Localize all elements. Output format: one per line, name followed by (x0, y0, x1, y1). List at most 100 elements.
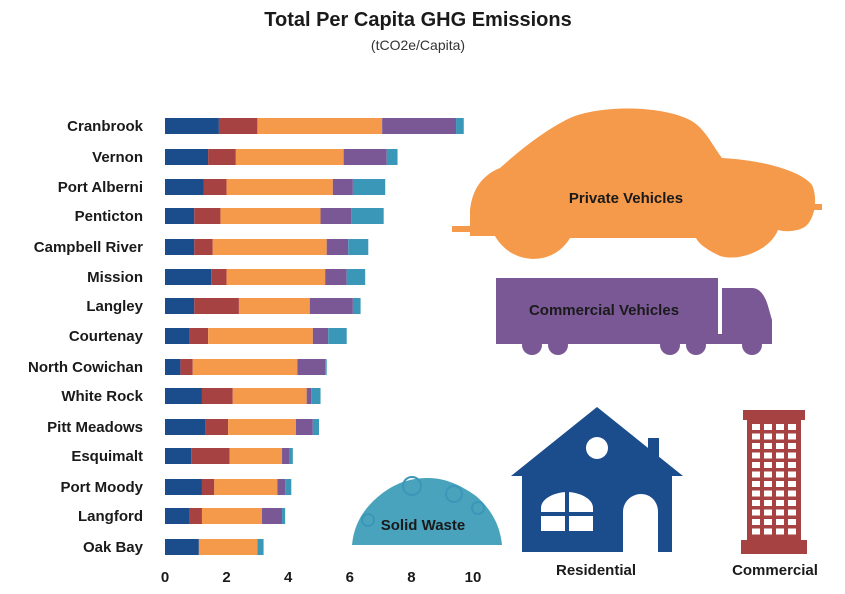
building-window (752, 452, 760, 459)
building-window (788, 424, 796, 430)
bar-segment (208, 328, 313, 344)
bar-segment (165, 208, 195, 224)
bar-segment (325, 359, 327, 375)
bar-segment (165, 539, 199, 555)
bar-segment (352, 298, 361, 314)
building-window (776, 462, 784, 468)
bar-segment (165, 359, 181, 375)
building-window (764, 528, 772, 535)
building-window (764, 519, 772, 525)
bar-segment (312, 328, 329, 344)
bar-segment (180, 359, 193, 375)
house-icon: Residential (511, 407, 683, 579)
bar-segment (165, 448, 192, 464)
building-window (788, 490, 796, 497)
category-label: Cranbrook (67, 118, 144, 135)
category-label: Mission (87, 269, 143, 286)
x-tick-label: 0 (161, 569, 169, 586)
bar-segment (208, 149, 236, 165)
building-window (776, 519, 784, 525)
building-window (788, 443, 796, 449)
building-window (752, 424, 760, 430)
building-window (764, 500, 772, 506)
category-label: Campbell River (34, 239, 143, 256)
category-label: Courtenay (69, 328, 144, 345)
bar-segment (194, 298, 239, 314)
bar-segment (311, 388, 321, 404)
bar-segment (257, 539, 264, 555)
x-tick-label: 2 (222, 569, 230, 586)
bar-segment (212, 239, 327, 255)
bar-segment (309, 298, 353, 314)
bar-segment (198, 539, 258, 555)
building-window (788, 433, 796, 440)
bar-segment (191, 448, 230, 464)
bar-segment (165, 298, 195, 314)
category-label: North Cowichan (28, 359, 143, 376)
building-window (752, 500, 760, 506)
bar-segment (320, 208, 352, 224)
bar-segment (343, 149, 387, 165)
category-label: Vernon (92, 149, 143, 166)
commercial-label: Commercial (732, 562, 818, 579)
building-window (764, 424, 772, 430)
building-window (788, 509, 796, 516)
residential-label: Residential (556, 562, 636, 579)
bar-segment (220, 208, 321, 224)
bar-segment (165, 419, 206, 435)
category-label: Port Moody (61, 479, 144, 496)
bar-segment (165, 328, 190, 344)
office-building-icon: Commercial (732, 410, 818, 579)
bar-segment (203, 179, 227, 195)
bar-segment (189, 508, 202, 524)
bar-segment (235, 149, 344, 165)
bar-segment (285, 479, 292, 495)
x-axis-ticks: 0 2 4 6 8 10 (161, 569, 482, 586)
building-window (776, 424, 784, 430)
bar-segment (232, 388, 307, 404)
bar-segment (201, 479, 215, 495)
building-window (752, 481, 760, 487)
bar-segment (262, 508, 283, 524)
bar-segment (201, 508, 263, 524)
building-window (776, 490, 784, 497)
commercial-vehicles-label: Commercial Vehicles (529, 302, 679, 319)
car-icon: Private Vehicles (452, 108, 822, 259)
bar-segment (328, 328, 347, 344)
category-labels: Cranbrook Vernon Port Alberni Penticton Camp… (28, 118, 144, 556)
bar-segment (325, 269, 347, 285)
bar-segment (201, 388, 233, 404)
building-window (752, 462, 760, 468)
building-window (764, 443, 772, 449)
bar-segment (165, 239, 195, 255)
category-label: Penticton (75, 208, 143, 225)
building-window (764, 509, 772, 516)
category-label: Oak Bay (83, 539, 144, 556)
bar-segment (306, 388, 312, 404)
bar-segment (289, 448, 293, 464)
bar-segment (211, 269, 227, 285)
bar-segment (229, 448, 283, 464)
bar-segment (165, 179, 204, 195)
building-window (788, 528, 796, 535)
building-window (788, 462, 796, 468)
bar-segment (228, 419, 296, 435)
category-label: Langford (78, 508, 143, 525)
bar-segment (312, 419, 319, 435)
building-window (776, 500, 784, 506)
x-tick-label: 4 (284, 569, 293, 586)
building-window (764, 490, 772, 497)
building-window (776, 481, 784, 487)
building-window (752, 471, 760, 478)
building-window (752, 519, 760, 525)
bar-segment (295, 419, 313, 435)
x-tick-label: 8 (407, 569, 415, 586)
chart-subtitle: (tCO2e/Capita) (371, 37, 465, 53)
private-vehicles-label: Private Vehicles (569, 190, 683, 207)
building-window (752, 528, 760, 535)
building-window (788, 471, 796, 478)
bar-segment (214, 479, 278, 495)
building-window (788, 452, 796, 459)
bar-segment (192, 359, 298, 375)
